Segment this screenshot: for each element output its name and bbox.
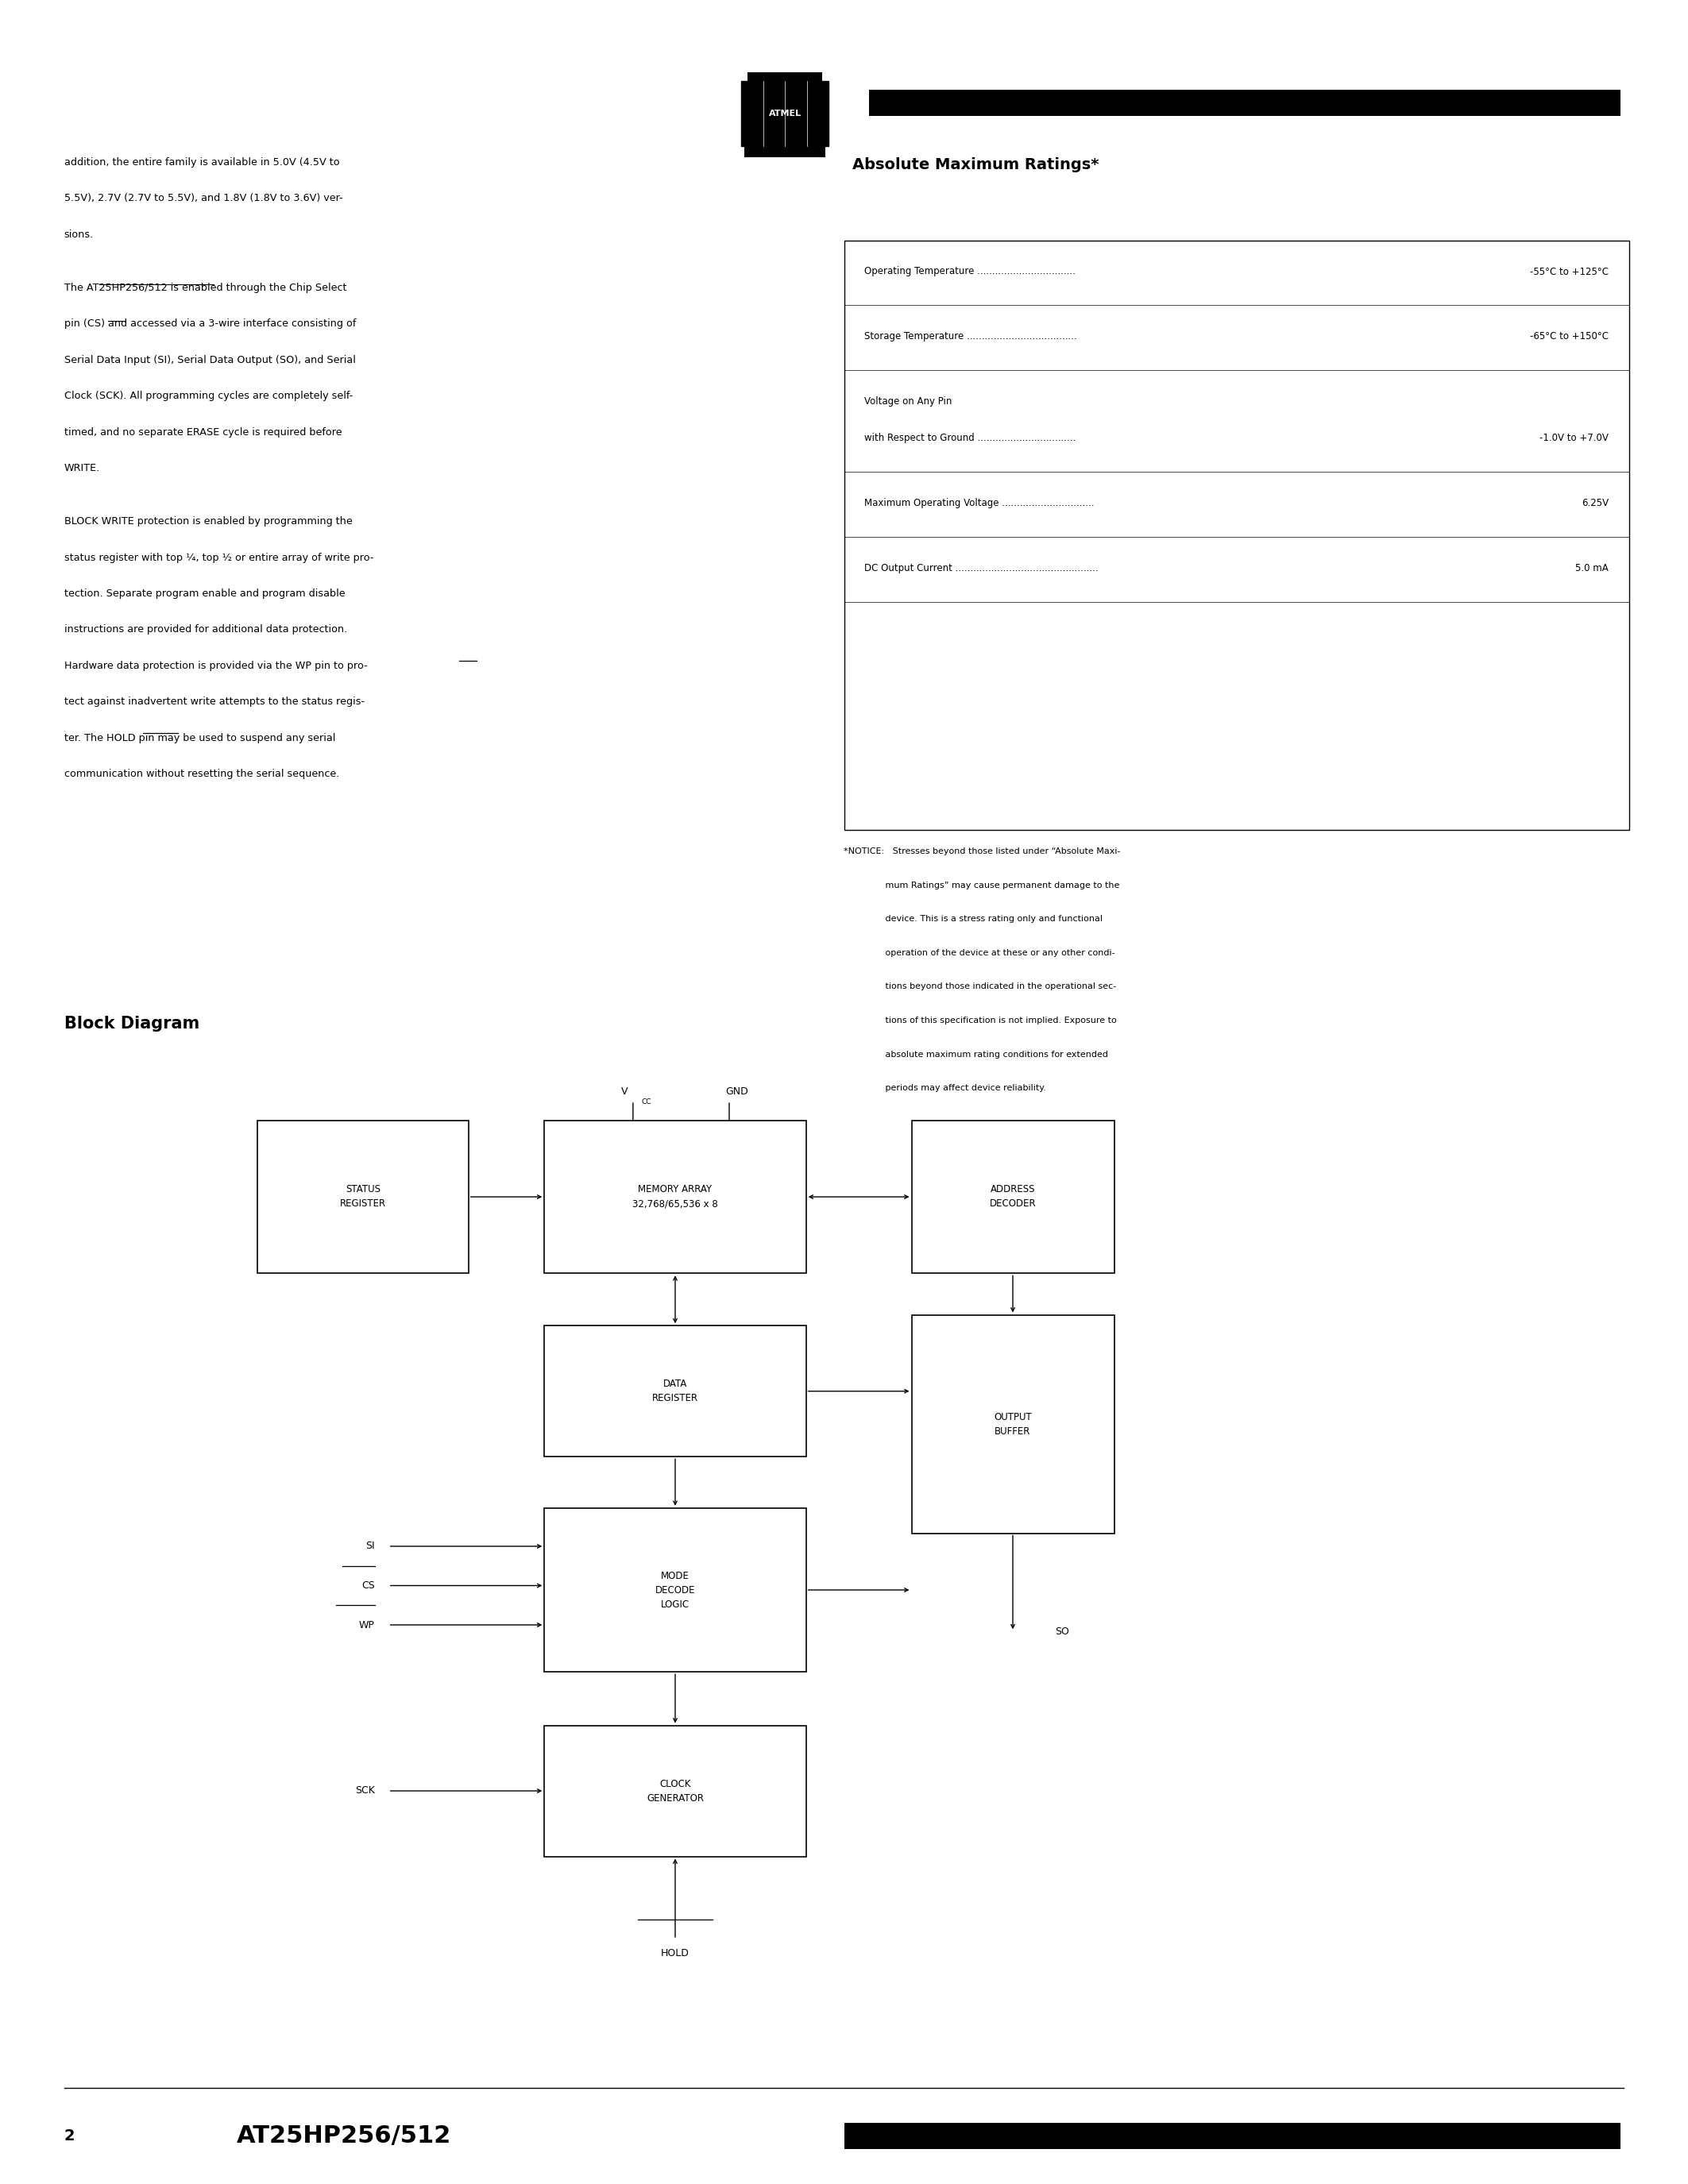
Text: CC: CC bbox=[641, 1099, 652, 1105]
Text: DATA
REGISTER: DATA REGISTER bbox=[652, 1378, 699, 1404]
Text: absolute maximum rating conditions for extended: absolute maximum rating conditions for e… bbox=[844, 1051, 1109, 1059]
Text: STATUS
REGISTER: STATUS REGISTER bbox=[339, 1184, 387, 1210]
Text: status register with top ¼, top ½ or entire array of write pro-: status register with top ¼, top ½ or ent… bbox=[64, 553, 373, 563]
Text: Maximum Operating Voltage ...............................: Maximum Operating Voltage ..............… bbox=[864, 498, 1094, 509]
Text: Absolute Maximum Ratings*: Absolute Maximum Ratings* bbox=[852, 157, 1099, 173]
Bar bbox=[912, 1120, 1114, 1273]
Text: 6.25V: 6.25V bbox=[1582, 498, 1609, 509]
Text: tions of this specification is not implied. Exposure to: tions of this specification is not impli… bbox=[844, 1016, 1117, 1024]
Text: BLOCK WRITE protection is enabled by programming the: BLOCK WRITE protection is enabled by pro… bbox=[64, 515, 353, 526]
Text: Operating Temperature .................................: Operating Temperature ..................… bbox=[864, 266, 1075, 277]
Text: 5.5V), 2.7V (2.7V to 5.5V), and 1.8V (1.8V to 3.6V) ver-: 5.5V), 2.7V (2.7V to 5.5V), and 1.8V (1.… bbox=[64, 192, 343, 203]
Bar bbox=[544, 1507, 807, 1673]
Text: WP: WP bbox=[360, 1621, 375, 1629]
Text: pin (CS) and accessed via a 3-wire interface consisting of: pin (CS) and accessed via a 3-wire inter… bbox=[64, 319, 356, 330]
Text: CLOCK
GENERATOR: CLOCK GENERATOR bbox=[647, 1778, 704, 1804]
Text: addition, the entire family is available in 5.0V (4.5V to: addition, the entire family is available… bbox=[64, 157, 339, 168]
Text: GND: GND bbox=[726, 1085, 749, 1096]
Text: *NOTICE:   Stresses beyond those listed under “Absolute Maxi-: *NOTICE: Stresses beyond those listed un… bbox=[844, 847, 1121, 856]
Text: ter. The HOLD pin may be used to suspend any serial: ter. The HOLD pin may be used to suspend… bbox=[64, 732, 336, 743]
Text: V: V bbox=[621, 1085, 628, 1096]
Text: HOLD: HOLD bbox=[662, 1948, 689, 1959]
Bar bbox=[869, 90, 1620, 116]
Text: SCK: SCK bbox=[354, 1787, 375, 1795]
Text: Hardware data protection is provided via the WP pin to pro-: Hardware data protection is provided via… bbox=[64, 660, 368, 670]
Bar bbox=[544, 1326, 807, 1457]
Text: MEMORY ARRAY
32,768/65,536 x 8: MEMORY ARRAY 32,768/65,536 x 8 bbox=[633, 1184, 717, 1210]
Bar bbox=[544, 1725, 807, 1856]
Text: -1.0V to +7.0V: -1.0V to +7.0V bbox=[1539, 432, 1609, 443]
Text: Serial Data Input (SI), Serial Data Output (SO), and Serial: Serial Data Input (SI), Serial Data Outp… bbox=[64, 354, 356, 365]
Bar bbox=[544, 1120, 807, 1273]
Text: DC Output Current ................................................: DC Output Current ......................… bbox=[864, 563, 1099, 572]
Text: -65°C to +150°C: -65°C to +150°C bbox=[1529, 332, 1609, 343]
Text: MODE
DECODE
LOGIC: MODE DECODE LOGIC bbox=[655, 1570, 695, 1610]
Text: timed, and no separate ERASE cycle is required before: timed, and no separate ERASE cycle is re… bbox=[64, 426, 343, 437]
Text: ATMEL: ATMEL bbox=[768, 109, 802, 118]
Text: communication without resetting the serial sequence.: communication without resetting the seri… bbox=[64, 769, 339, 780]
Text: AT25HP256/512: AT25HP256/512 bbox=[236, 2125, 451, 2147]
Text: instructions are provided for additional data protection.: instructions are provided for additional… bbox=[64, 625, 348, 636]
Text: SI: SI bbox=[366, 1542, 375, 1551]
Text: Block Diagram: Block Diagram bbox=[64, 1016, 199, 1031]
Bar bbox=[257, 1120, 469, 1273]
Bar bbox=[748, 72, 822, 90]
Text: Storage Temperature .....................................: Storage Temperature ....................… bbox=[864, 332, 1077, 343]
Text: The AT25HP256/512 is enabled through the Chip Select: The AT25HP256/512 is enabled through the… bbox=[64, 282, 346, 293]
Text: with Respect to Ground .................................: with Respect to Ground .................… bbox=[864, 432, 1075, 443]
Text: tect against inadvertent write attempts to the status regis-: tect against inadvertent write attempts … bbox=[64, 697, 365, 708]
Bar bbox=[744, 142, 825, 157]
Text: 5.0 mA: 5.0 mA bbox=[1575, 563, 1609, 572]
Text: tions beyond those indicated in the operational sec-: tions beyond those indicated in the oper… bbox=[844, 983, 1117, 992]
Text: sions.: sions. bbox=[64, 229, 95, 240]
Text: SO: SO bbox=[1055, 1627, 1069, 1636]
Text: device. This is a stress rating only and functional: device. This is a stress rating only and… bbox=[844, 915, 1102, 924]
Bar bbox=[741, 81, 829, 146]
Bar bbox=[912, 1315, 1114, 1533]
Text: -55°C to +125°C: -55°C to +125°C bbox=[1529, 266, 1609, 277]
Text: WRITE.: WRITE. bbox=[64, 463, 100, 474]
Text: operation of the device at these or any other condi-: operation of the device at these or any … bbox=[844, 948, 1116, 957]
Text: Voltage on Any Pin: Voltage on Any Pin bbox=[864, 397, 952, 406]
Text: ADDRESS
DECODER: ADDRESS DECODER bbox=[989, 1184, 1036, 1210]
Text: Clock (SCK). All programming cycles are completely self-: Clock (SCK). All programming cycles are … bbox=[64, 391, 353, 402]
Bar bbox=[844, 240, 1629, 830]
Text: OUTPUT
BUFFER: OUTPUT BUFFER bbox=[994, 1411, 1031, 1437]
Text: periods may affect device reliability.: periods may affect device reliability. bbox=[844, 1083, 1047, 1092]
Bar bbox=[844, 2123, 1620, 2149]
Text: 2: 2 bbox=[64, 2129, 74, 2143]
Text: CS: CS bbox=[361, 1581, 375, 1590]
Text: tection. Separate program enable and program disable: tection. Separate program enable and pro… bbox=[64, 587, 344, 598]
Text: mum Ratings” may cause permanent damage to the: mum Ratings” may cause permanent damage … bbox=[844, 882, 1119, 889]
